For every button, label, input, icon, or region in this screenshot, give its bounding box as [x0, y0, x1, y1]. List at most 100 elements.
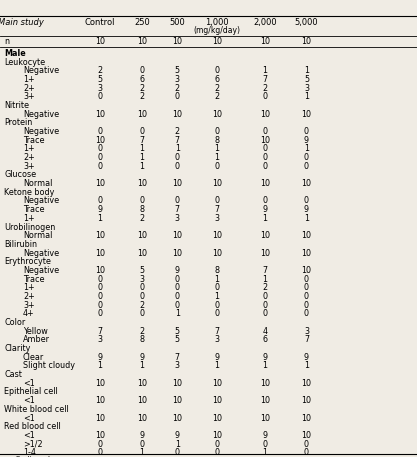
Text: 1: 1: [98, 361, 103, 371]
Text: 3+: 3+: [23, 92, 35, 101]
Text: 9: 9: [98, 353, 103, 362]
Text: 10: 10: [260, 37, 270, 47]
Text: 7: 7: [262, 266, 267, 275]
Text: 10: 10: [260, 110, 270, 119]
Text: 10: 10: [137, 179, 147, 188]
Text: Cast: Cast: [4, 370, 22, 379]
Text: 0: 0: [98, 92, 103, 101]
Text: 7: 7: [175, 353, 180, 362]
Text: 2: 2: [98, 66, 103, 75]
Text: 0: 0: [304, 309, 309, 319]
Text: n: n: [4, 37, 9, 47]
Text: 4: 4: [262, 327, 267, 336]
Text: 1: 1: [214, 144, 219, 154]
Text: 10: 10: [137, 414, 147, 423]
Text: 9: 9: [304, 353, 309, 362]
Text: 0: 0: [304, 283, 309, 292]
Text: 2: 2: [139, 92, 144, 101]
Text: Erythrocyte: Erythrocyte: [4, 257, 51, 266]
Text: Clarity: Clarity: [4, 344, 30, 353]
Text: 10: 10: [95, 431, 105, 440]
Text: 10: 10: [137, 110, 147, 119]
Text: 10: 10: [260, 396, 270, 405]
Text: 0: 0: [262, 153, 267, 162]
Text: 9: 9: [262, 353, 267, 362]
Text: 9: 9: [304, 136, 309, 145]
Text: 10: 10: [212, 110, 222, 119]
Text: 10: 10: [95, 249, 105, 258]
Text: 1: 1: [262, 214, 267, 223]
Text: 1: 1: [304, 66, 309, 75]
Text: 1+: 1+: [23, 214, 35, 223]
Text: 10: 10: [301, 379, 311, 388]
Text: Normal: Normal: [23, 231, 52, 240]
Text: 0: 0: [139, 440, 144, 449]
Text: 0: 0: [304, 162, 309, 171]
Text: 2: 2: [175, 127, 180, 136]
Text: 10: 10: [172, 179, 182, 188]
Text: 0: 0: [139, 127, 144, 136]
Text: 10: 10: [137, 379, 147, 388]
Text: Bilirubin: Bilirubin: [4, 240, 37, 249]
Text: <1: <1: [23, 379, 35, 388]
Text: 0: 0: [262, 92, 267, 101]
Text: 3: 3: [98, 335, 103, 345]
Text: 0: 0: [214, 309, 219, 319]
Text: 0: 0: [304, 153, 309, 162]
Text: 0: 0: [98, 275, 103, 284]
Text: 10: 10: [95, 37, 105, 47]
Text: 10: 10: [95, 396, 105, 405]
Text: 0: 0: [175, 448, 180, 457]
Text: 0: 0: [214, 66, 219, 75]
Text: 8: 8: [214, 136, 219, 145]
Text: 0: 0: [214, 127, 219, 136]
Text: 10: 10: [95, 110, 105, 119]
Text: 1: 1: [139, 162, 144, 171]
Text: 10: 10: [301, 179, 311, 188]
Text: 1: 1: [304, 361, 309, 371]
Text: 0: 0: [304, 440, 309, 449]
Text: 1: 1: [175, 144, 180, 154]
Text: 1: 1: [304, 144, 309, 154]
Text: Trace: Trace: [23, 205, 45, 214]
Text: 1: 1: [175, 309, 180, 319]
Text: 9: 9: [214, 353, 219, 362]
Text: 0: 0: [139, 292, 144, 301]
Text: 10: 10: [301, 249, 311, 258]
Text: 0: 0: [304, 292, 309, 301]
Text: 10: 10: [260, 414, 270, 423]
Text: 0: 0: [139, 283, 144, 292]
Text: <1: <1: [23, 396, 35, 405]
Text: 0: 0: [304, 301, 309, 310]
Text: 0: 0: [175, 301, 180, 310]
Text: 0: 0: [262, 440, 267, 449]
Text: 0: 0: [214, 440, 219, 449]
Text: Urobilinogen: Urobilinogen: [4, 223, 55, 232]
Text: 5: 5: [175, 66, 180, 75]
Text: 0: 0: [262, 127, 267, 136]
Text: 0: 0: [304, 448, 309, 457]
Text: 0: 0: [98, 197, 103, 206]
Text: Color: Color: [4, 318, 25, 327]
Text: 1: 1: [262, 275, 267, 284]
Text: 1: 1: [262, 361, 267, 371]
Text: 1+: 1+: [23, 75, 35, 84]
Text: 3: 3: [304, 84, 309, 93]
Text: 0: 0: [214, 283, 219, 292]
Text: 3+: 3+: [23, 301, 35, 310]
Text: 1: 1: [214, 153, 219, 162]
Text: Glucose: Glucose: [4, 170, 36, 180]
Text: 10: 10: [212, 37, 222, 47]
Text: 3: 3: [175, 214, 180, 223]
Text: 10: 10: [137, 37, 147, 47]
Text: 10: 10: [301, 231, 311, 240]
Text: 1: 1: [262, 66, 267, 75]
Text: 0: 0: [98, 283, 103, 292]
Text: 10: 10: [260, 379, 270, 388]
Text: 250: 250: [134, 18, 150, 27]
Text: 10: 10: [301, 414, 311, 423]
Text: 1: 1: [139, 448, 144, 457]
Text: 1: 1: [98, 214, 103, 223]
Text: 0: 0: [175, 292, 180, 301]
Text: 10: 10: [301, 431, 311, 440]
